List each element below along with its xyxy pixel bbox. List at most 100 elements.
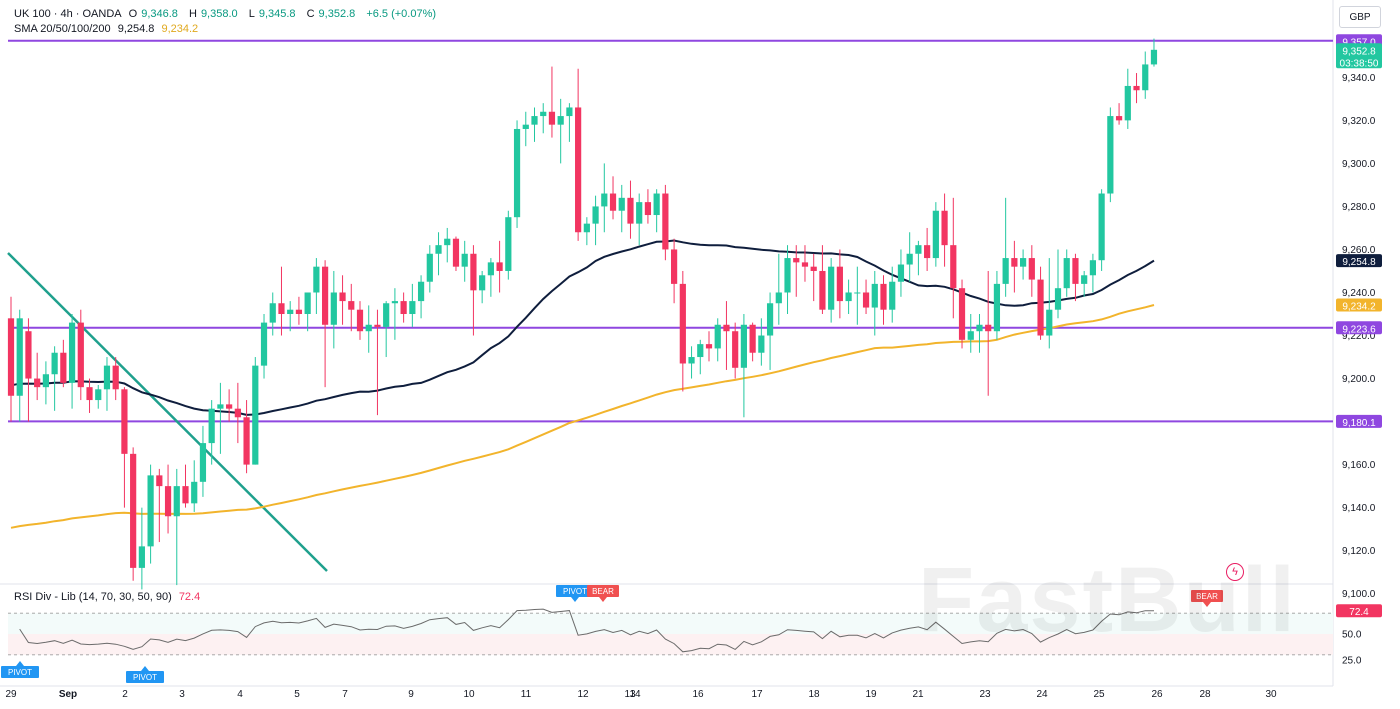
- candle: [958, 279, 966, 349]
- candle: [313, 258, 320, 315]
- candle: [845, 279, 852, 315]
- candle-body: [1098, 193, 1105, 261]
- candle: [348, 283, 355, 332]
- y-tick-label: 9,160.0: [1342, 460, 1376, 471]
- candle-body: [487, 262, 494, 276]
- candle: [191, 460, 198, 512]
- rsi-panel: PIVOT PIVOT PIVOT BEAR BEAR: [1, 585, 1223, 683]
- candle: [252, 357, 259, 465]
- candle: [688, 346, 695, 379]
- candle: [34, 352, 41, 401]
- candle-body: [732, 331, 739, 368]
- candles: [7, 38, 1158, 590]
- candle: [156, 468, 163, 543]
- candle: [1037, 266, 1044, 340]
- candle: [985, 270, 992, 396]
- candle-body: [889, 281, 896, 310]
- bear-marker-label: BEAR: [1196, 592, 1218, 601]
- rsi-value-tag-box: [1336, 604, 1382, 618]
- pivot-marker-label: PIVOT: [563, 587, 587, 596]
- pivot-marker-box: [126, 671, 164, 683]
- candle: [697, 339, 704, 375]
- x-tick-label: 3: [179, 689, 185, 700]
- candle-body: [496, 262, 503, 271]
- candle: [967, 314, 974, 353]
- candle: [356, 301, 364, 340]
- rsi-line: [19, 608, 1154, 653]
- sma-legend[interactable]: SMA 20/50/100/200 9,254.8 9,234.2: [14, 23, 202, 35]
- candle: [461, 240, 468, 282]
- candle-body: [1028, 258, 1035, 280]
- candle: [871, 270, 878, 336]
- candle-body: [356, 309, 364, 332]
- candle-body: [636, 202, 643, 224]
- candle-body: [1002, 258, 1009, 284]
- level-tag-low: 9,180.1: [1336, 414, 1382, 429]
- trend-line: [7, 252, 328, 572]
- candle-body: [723, 324, 730, 332]
- candle-body: [557, 116, 564, 125]
- bear-marker-label: BEAR: [592, 587, 614, 596]
- candle-body: [217, 404, 224, 409]
- candle-body: [583, 223, 590, 233]
- x-tick-label: 23: [979, 689, 991, 700]
- candle: [16, 309, 23, 422]
- candle: [400, 292, 407, 323]
- candle: [993, 270, 1001, 340]
- pivot-marker: PIVOT: [126, 666, 164, 683]
- lightning-icon[interactable]: ϟ: [1226, 563, 1244, 581]
- candle-body: [897, 264, 905, 282]
- candle: [819, 245, 826, 315]
- candle: [976, 314, 983, 353]
- candle-body: [348, 301, 355, 310]
- candle-body: [60, 352, 67, 383]
- x-tick-label: 28: [1199, 689, 1211, 700]
- candle: [592, 195, 599, 246]
- candle: [496, 240, 503, 293]
- candle: [836, 249, 843, 319]
- rsi-legend[interactable]: RSI Div - Lib (14, 70, 30, 50, 90) 72.4: [14, 591, 204, 603]
- candle-body: [967, 331, 974, 340]
- currency-button[interactable]: GBP: [1339, 6, 1381, 28]
- candle-body: [775, 292, 782, 304]
- sma-a-tag: 9,254.8: [1336, 254, 1382, 268]
- candle-body: [304, 292, 311, 315]
- candle: [906, 232, 913, 282]
- candle: [758, 318, 765, 366]
- candle: [583, 217, 590, 246]
- candle-body: [1081, 275, 1088, 284]
- candle: [51, 346, 58, 411]
- price-tags: 9,357.09,352.803:38:50 9,254.8 9,234.2 9,22…: [1336, 34, 1382, 618]
- candle-body: [609, 193, 617, 211]
- x-tick-label: 5: [294, 689, 300, 700]
- y-tick-label: 9,220.0: [1342, 331, 1376, 342]
- candle: [444, 227, 451, 263]
- bear-marker: BEAR: [1191, 590, 1223, 607]
- sma-a-tag-text: 9,254.8: [1342, 257, 1376, 268]
- candle-body: [828, 266, 835, 310]
- ohlc-open: O 9,346.8: [128, 8, 178, 20]
- pivot-marker-box: [1, 666, 39, 678]
- candle: [784, 245, 791, 315]
- candle-body: [976, 324, 983, 332]
- bear-marker-box: [587, 585, 619, 597]
- rsi-tick-label: 25.0: [1342, 656, 1362, 667]
- candle-body: [147, 475, 154, 547]
- candle: [470, 245, 477, 336]
- candle: [365, 305, 372, 353]
- candle: [1124, 68, 1131, 129]
- candle: [941, 193, 948, 267]
- candle: [1028, 245, 1035, 297]
- rsi-value: 72.4: [178, 591, 201, 603]
- candle: [1133, 73, 1140, 104]
- candle-body: [801, 262, 809, 267]
- candle-body: [1142, 64, 1149, 91]
- candle-body: [505, 217, 512, 271]
- current-price-tag-text: 03:38:50: [1340, 58, 1379, 69]
- level-tag-top-text: 9,357.0: [1342, 37, 1376, 48]
- pivot-marker-arrow: [571, 597, 579, 602]
- y-tick-label: 9,120.0: [1342, 546, 1376, 557]
- candle-body: [1107, 116, 1114, 194]
- candle: [505, 210, 512, 280]
